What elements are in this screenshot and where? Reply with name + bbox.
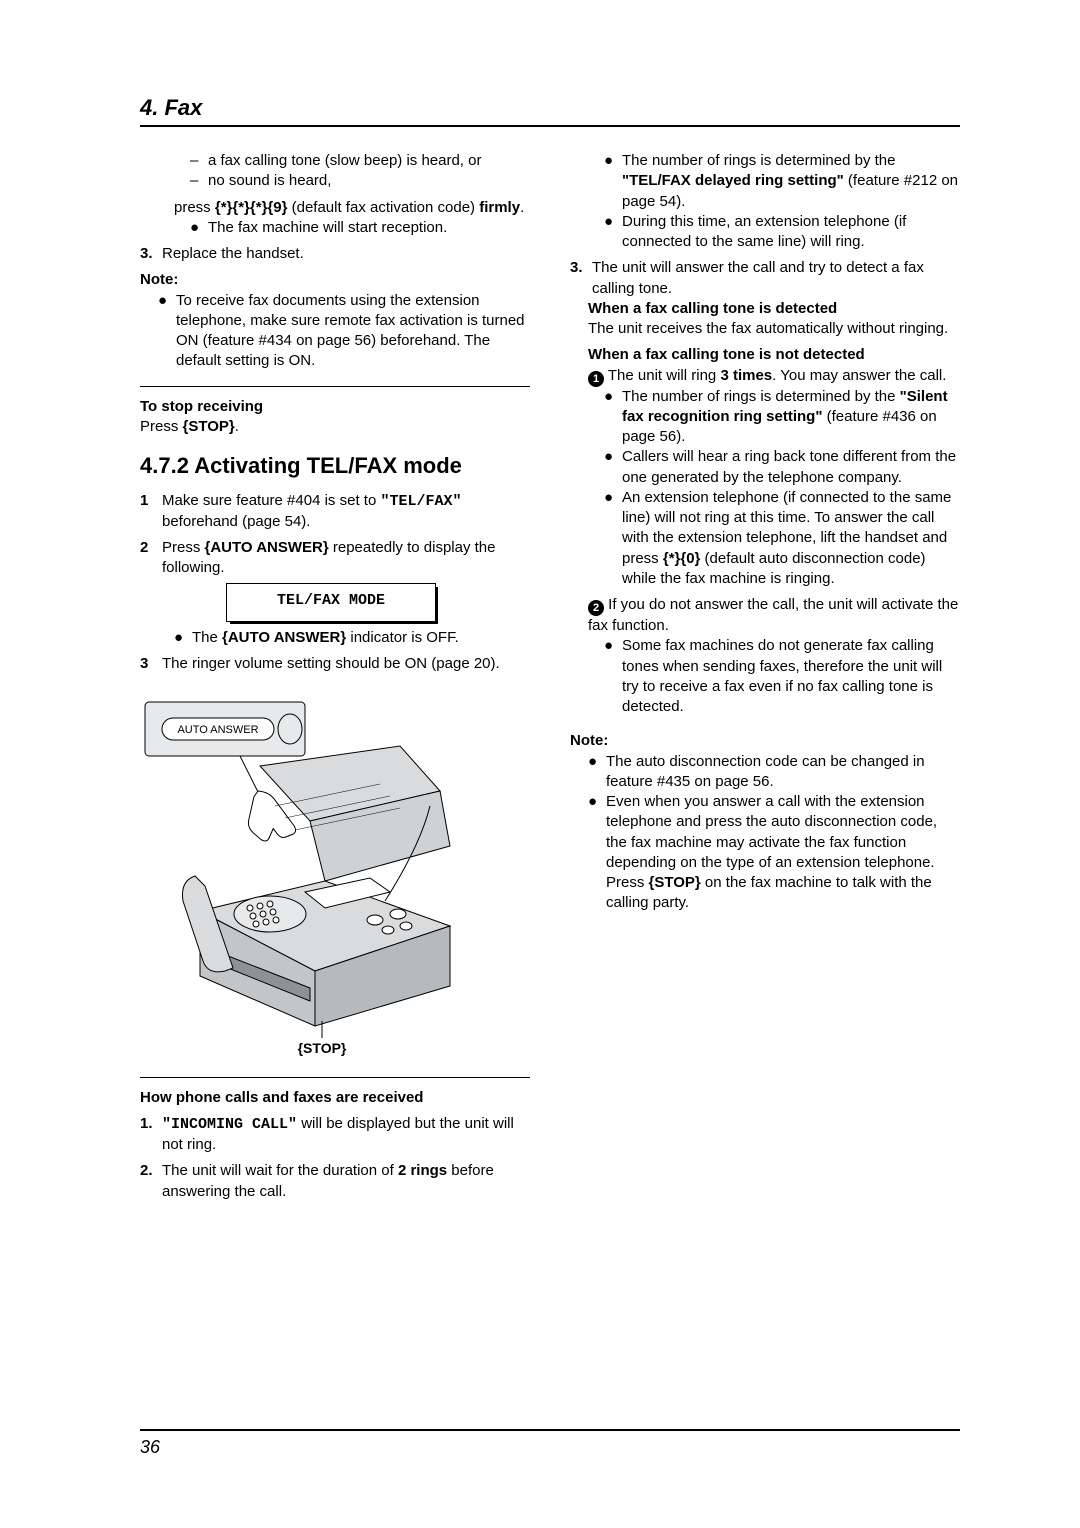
content-columns: – a fax calling tone (slow beep) is hear… <box>140 151 960 1202</box>
list-item: 1. "INCOMING CALL" will be displayed but… <box>140 1114 530 1156</box>
step-number: 3. <box>140 244 162 264</box>
body-text: 1 The unit will ring 3 times. You may an… <box>570 366 960 387</box>
list-item: 3. The unit will answer the call and try… <box>570 258 960 299</box>
sub-heading: When a fax calling tone is detected <box>570 299 960 319</box>
list-item: ● Even when you answer a call with the e… <box>570 792 960 914</box>
fax-illustration: AUTO ANSWER <box>140 696 530 1062</box>
body-text: The auto disconnection code can be chang… <box>606 752 960 793</box>
step-number: 1 <box>140 491 162 533</box>
bullet-icon: ● <box>588 752 606 793</box>
list-item: ● To receive fax documents using the ext… <box>140 291 530 372</box>
note-label: Note: <box>570 731 960 751</box>
note-label: Note: <box>140 270 530 290</box>
circled-number-icon: 1 <box>588 371 604 387</box>
body-text: The fax machine will start reception. <box>208 218 447 238</box>
list-item: ● The auto disconnection code can be cha… <box>570 752 960 793</box>
divider <box>140 1077 530 1078</box>
list-item: 2 Press {AUTO ANSWER} repeatedly to disp… <box>140 538 530 579</box>
section-header: 4. Fax <box>140 95 960 127</box>
body-text: The unit will answer the call and try to… <box>592 258 960 299</box>
list-item: – no sound is heard, <box>140 171 530 191</box>
page-number: 36 <box>140 1437 160 1457</box>
body-text: The unit will wait for the duration of 2… <box>162 1161 530 1202</box>
stop-label: {STOP} <box>298 1040 347 1056</box>
sub-heading: To stop receiving <box>140 397 530 417</box>
bullet-icon: ● <box>604 488 622 589</box>
section-title: 4. Fax <box>140 95 202 120</box>
step-number: 2 <box>140 538 162 579</box>
list-item: 3. Replace the handset. <box>140 244 530 264</box>
body-text: 2 If you do not answer the call, the uni… <box>570 595 960 636</box>
step-number: 2. <box>140 1161 162 1202</box>
list-item: 1 Make sure feature #404 is set to "TEL/… <box>140 491 530 533</box>
list-item: ● The fax machine will start reception. <box>140 218 530 238</box>
body-text: a fax calling tone (slow beep) is heard,… <box>208 151 481 171</box>
bullet-icon: ● <box>158 291 176 372</box>
body-text: Even when you answer a call with the ext… <box>606 792 960 914</box>
auto-answer-label: AUTO ANSWER <box>177 724 258 736</box>
divider <box>140 386 530 387</box>
lcd-display: TEL/FAX MODE <box>226 583 436 622</box>
bullet-icon: ● <box>190 218 208 238</box>
list-item: ● Some fax machines do not generate fax … <box>570 636 960 717</box>
body-text: Some fax machines do not generate fax ca… <box>622 636 960 717</box>
list-item: – a fax calling tone (slow beep) is hear… <box>140 151 530 171</box>
step-number: 3. <box>570 258 592 299</box>
bullet-icon: ● <box>604 387 622 448</box>
body-text: An extension telephone (if connected to … <box>622 488 960 589</box>
body-text: The number of rings is determined by the… <box>622 387 960 448</box>
body-text: Replace the handset. <box>162 244 304 264</box>
circled-number-icon: 2 <box>588 600 604 616</box>
bullet-icon: ● <box>588 792 606 914</box>
list-item: ● The number of rings is determined by t… <box>570 387 960 448</box>
right-column: ● The number of rings is determined by t… <box>570 151 960 1202</box>
bullet-icon: ● <box>604 151 622 212</box>
body-text: During this time, an extension telephone… <box>622 212 960 253</box>
step-number: 1. <box>140 1114 162 1156</box>
list-item: ● The number of rings is determined by t… <box>570 151 960 212</box>
list-item: 2. The unit will wait for the duration o… <box>140 1161 530 1202</box>
body-text: The ringer volume setting should be ON (… <box>162 654 500 674</box>
dash-icon: – <box>190 171 208 191</box>
step-number: 3 <box>140 654 162 674</box>
body-text: "INCOMING CALL" will be displayed but th… <box>162 1114 530 1156</box>
bullet-icon: ● <box>604 636 622 717</box>
left-column: – a fax calling tone (slow beep) is hear… <box>140 151 530 1202</box>
body-text: The unit receives the fax automatically … <box>570 319 960 339</box>
body-text: To receive fax documents using the exten… <box>176 291 530 372</box>
bullet-icon: ● <box>604 212 622 253</box>
list-item: ● The {AUTO ANSWER} indicator is OFF. <box>140 628 530 648</box>
body-text: Callers will hear a ring back tone diffe… <box>622 447 960 488</box>
section-heading: 4.7.2 Activating TEL/FAX mode <box>140 451 530 481</box>
page-footer: 36 <box>140 1429 960 1458</box>
bullet-icon: ● <box>174 628 192 648</box>
body-text: The {AUTO ANSWER} indicator is OFF. <box>192 628 459 648</box>
lcd-text: TEL/FAX MODE <box>277 592 385 609</box>
list-item: ● During this time, an extension telepho… <box>570 212 960 253</box>
list-item: ● An extension telephone (if connected t… <box>570 488 960 589</box>
bullet-icon: ● <box>604 447 622 488</box>
dash-icon: – <box>190 151 208 171</box>
body-text: Press {STOP}. <box>140 417 530 437</box>
sub-heading: How phone calls and faxes are received <box>140 1088 530 1108</box>
body-text: Press {AUTO ANSWER} repeatedly to displa… <box>162 538 530 579</box>
body-text: The number of rings is determined by the… <box>622 151 960 212</box>
list-item: ● Callers will hear a ring back tone dif… <box>570 447 960 488</box>
list-item: 3 The ringer volume setting should be ON… <box>140 654 530 674</box>
sub-heading: When a fax calling tone is not detected <box>570 345 960 365</box>
body-text: Make sure feature #404 is set to "TEL/FA… <box>162 491 530 533</box>
body-text: no sound is heard, <box>208 171 331 191</box>
body-text: press {*}{*}{*}{9} (default fax activati… <box>140 198 530 218</box>
